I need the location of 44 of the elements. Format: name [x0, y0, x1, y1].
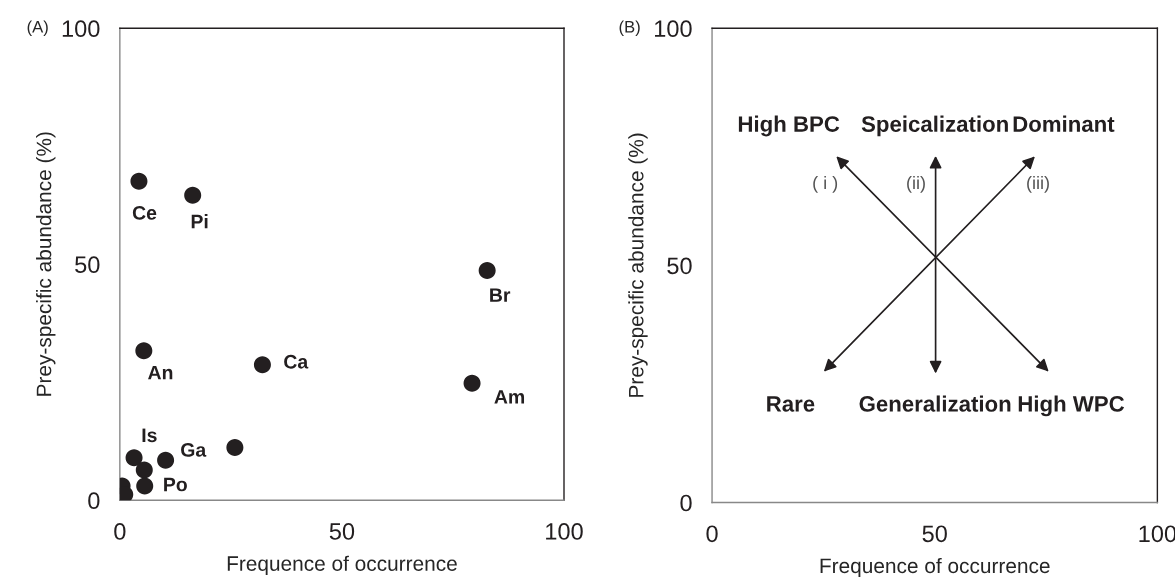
- y-tick-label: 100: [62, 20, 100, 38]
- annotation: Am: [494, 390, 525, 404]
- x-tick-label: 100: [546, 523, 583, 540]
- annotation: Pi: [191, 214, 208, 229]
- text: Rare: [767, 396, 815, 412]
- point: [478, 261, 496, 279]
- text: 0: [680, 494, 692, 512]
- point: [253, 356, 271, 374]
- x-tick-label: 50: [329, 523, 355, 540]
- point: [184, 186, 202, 204]
- point: [125, 449, 143, 467]
- annotation: Is: [142, 428, 157, 443]
- annotation: An: [148, 365, 173, 380]
- annotation: Ga: [181, 443, 207, 457]
- y-axis-title: Prey-specific abundance (%): [36, 132, 56, 396]
- text: Frequence of occurrence: [820, 557, 1050, 577]
- text: ( i ): [813, 175, 838, 193]
- point: [157, 451, 175, 469]
- text: (iii): [1027, 175, 1049, 193]
- x-axis-title: Frequence of occurrence: [227, 555, 457, 576]
- text: (B): [619, 20, 640, 37]
- text: Speicalization: [861, 115, 1008, 137]
- annotation: Br: [490, 288, 511, 302]
- text: Prey-specific abundance (%): [628, 133, 648, 397]
- point: [463, 374, 481, 392]
- y-tick-label: 50: [75, 256, 100, 274]
- text: Generalization: [859, 395, 1011, 412]
- text: 100: [655, 20, 692, 38]
- point: [136, 477, 154, 495]
- point: [135, 342, 153, 360]
- chart-title: (A): [27, 20, 48, 37]
- text: 50: [667, 257, 692, 275]
- annotation: Po: [164, 477, 187, 492]
- point: [135, 461, 153, 479]
- text: High WPC: [1018, 395, 1125, 417]
- point: [226, 438, 244, 456]
- x-tick-label: 0: [114, 523, 126, 540]
- y-tick-label: 0: [88, 492, 100, 510]
- annotation: Ce: [132, 205, 157, 220]
- annotation: Ca: [284, 354, 309, 369]
- text: High BPC: [738, 115, 840, 137]
- text: Dominant: [1013, 115, 1115, 132]
- point: [130, 172, 148, 190]
- text: (ii): [907, 175, 925, 193]
